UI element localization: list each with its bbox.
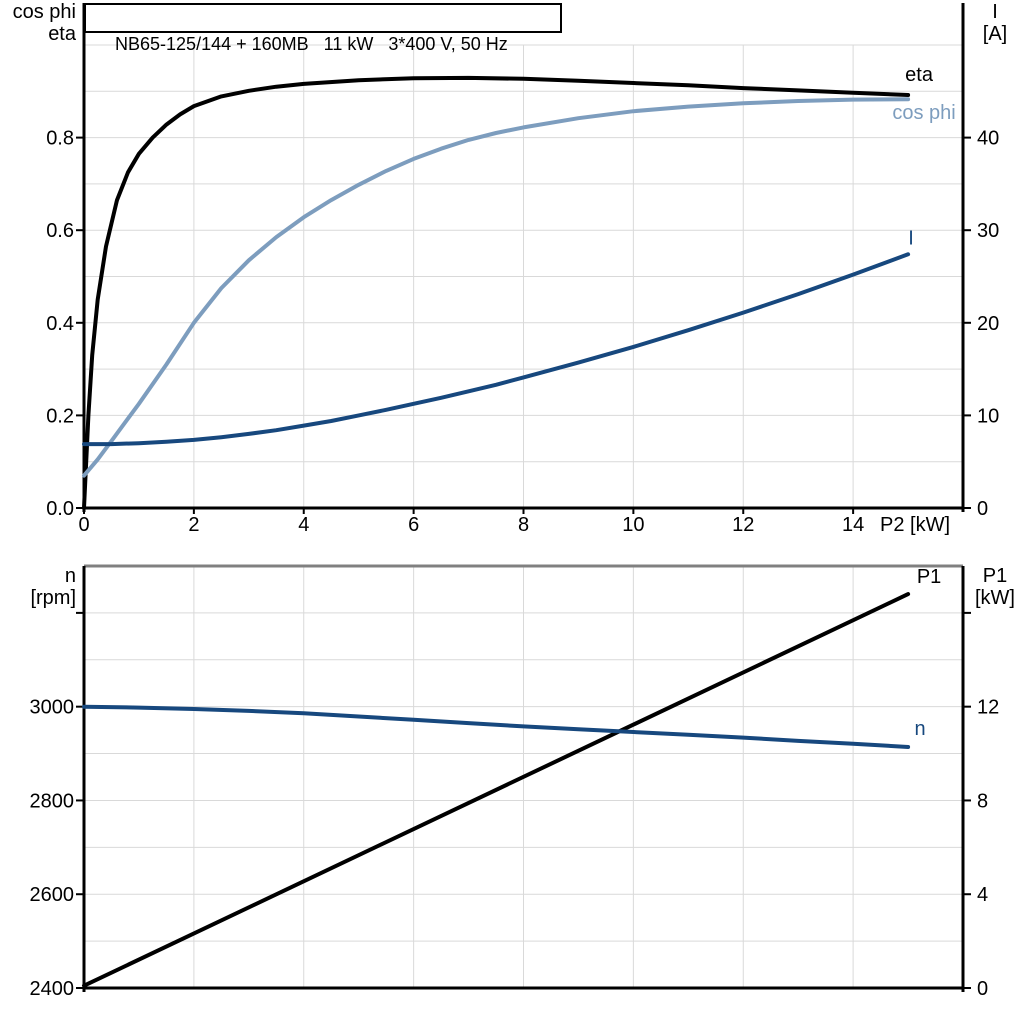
right-axis-tick-label: 0 (977, 498, 988, 520)
left-axis-tick-label: 2400 (30, 978, 75, 1000)
right-axis-tick-label: 20 (977, 313, 999, 335)
right-axis-tick-label: 12 (977, 697, 999, 719)
curve-label-cos-phi: cos phi (892, 102, 955, 124)
curve-cos-phi (82, 97, 911, 478)
chart-title-box: NB65-125/144 + 160MB 11 kW 3*400 V, 50 H… (84, 3, 562, 54)
left-axis-label-line2: [rpm] (30, 587, 76, 609)
x-axis-tick-label: 12 (732, 514, 754, 536)
bottom-chart-right-axis-label: P1 [kW] (966, 565, 1024, 609)
top-chart-right-axis-label: I [A] (966, 1, 1024, 45)
right-axis-tick-label: 0 (977, 978, 988, 1000)
right-axis-label-line2: [A] (982, 23, 1008, 45)
right-axis-tick-label: 8 (977, 790, 988, 812)
curve-eta (82, 75, 911, 510)
right-axis-label-line2: [kW] (975, 587, 1015, 609)
x-axis-tick-label: 2 (188, 514, 199, 536)
x-axis-tick-label: 14 (842, 514, 864, 536)
curve-P1 (82, 592, 911, 988)
curve-label-I: I (908, 227, 914, 249)
x-axis-tick-label: 10 (622, 514, 644, 536)
curve-I (82, 252, 911, 447)
top-chart-left-axis-label: cos phi eta (0, 1, 76, 45)
curve-label-P1: P1 (917, 566, 941, 588)
left-axis-tick-label: 0.8 (46, 128, 74, 150)
left-axis-tick-label: 2800 (30, 790, 75, 812)
left-axis-label-line2: eta (48, 23, 76, 45)
x-axis-tick-label: 0 (78, 514, 89, 536)
left-axis-label-line1: n (64, 565, 76, 587)
right-axis-tick-label: 40 (977, 128, 999, 150)
x-axis-unit-label: P2 [kW] (880, 514, 951, 536)
motor-data-chart: 0.0 0.2 0.4 0.6 0.8 0 10 20 30 40 0 2 4 6 8 10 12 14 eta co… (46, 3, 999, 536)
left-axis-label-line1: cos phi (12, 1, 76, 23)
left-axis-tick-label: 3000 (30, 697, 75, 719)
left-axis-tick-label: 2600 (30, 884, 75, 906)
right-axis-tick-label: 4 (977, 884, 988, 906)
x-axis-tick-label: 6 (408, 514, 419, 536)
right-axis-tick-label: 30 (977, 220, 999, 242)
left-axis-tick-label: 0.6 (46, 220, 74, 242)
left-axis-tick-label: 0.2 (46, 405, 74, 427)
x-axis-tick-label: 8 (518, 514, 529, 536)
speed-power-chart: 2400 2600 2800 3000 0 4 8 12 P1 n (30, 564, 999, 1000)
right-axis-tick-label: 10 (977, 405, 999, 427)
x-axis-tick-label: 4 (298, 514, 309, 536)
curve-label-n: n (915, 718, 926, 740)
right-axis-label-line1: I (992, 1, 998, 23)
left-axis-tick-label: 0.0 (46, 498, 74, 520)
chart-title: NB65-125/144 + 160MB 11 kW 3*400 V, 50 H… (115, 34, 508, 54)
right-axis-label-line1: P1 (982, 565, 1008, 587)
curve-n (82, 704, 911, 749)
curve-label-eta: eta (905, 64, 934, 86)
left-axis-tick-label: 0.4 (46, 313, 74, 335)
bottom-chart-left-axis-label: n [rpm] (0, 565, 76, 609)
